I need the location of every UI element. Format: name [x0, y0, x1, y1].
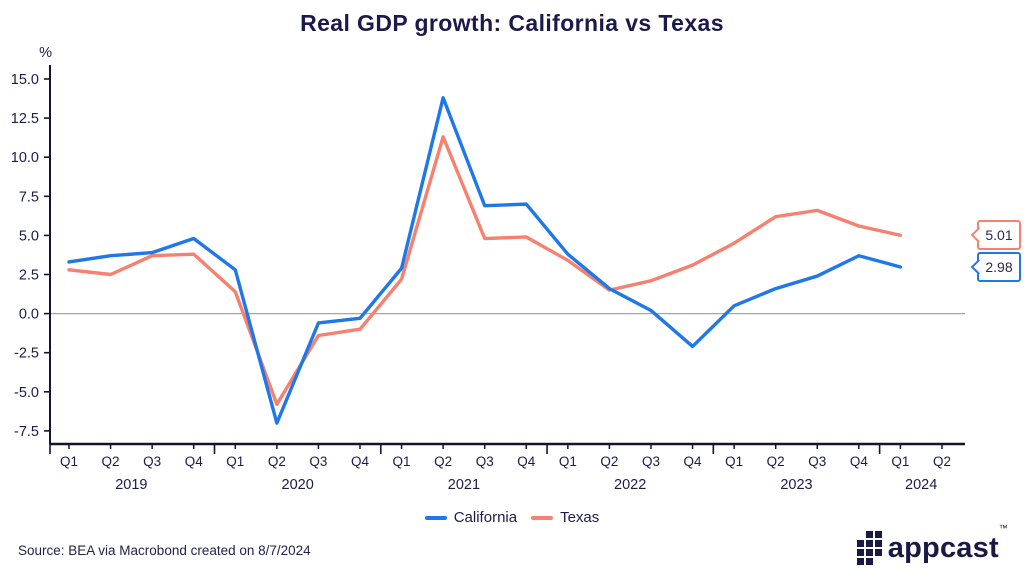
x-quarter-label: Q3 [642, 454, 660, 469]
california-line [67, 96, 903, 425]
x-quarter-label: Q2 [434, 454, 452, 469]
appcast-logo: appcast™ [856, 522, 1008, 565]
california-end-value-callout: 2.98 [970, 251, 1021, 282]
x-year-label: 2021 [448, 477, 480, 493]
x-year-label: 2020 [282, 477, 314, 493]
x-quarter-label: Q3 [476, 454, 494, 469]
x-quarter-label: Q1 [60, 454, 78, 469]
texas-line-swatch-icon [531, 515, 554, 520]
x-quarter-label: Q1 [725, 454, 743, 469]
x-quarter-label: Q1 [891, 454, 909, 469]
x-quarter-label: Q2 [767, 454, 785, 469]
x-quarter-label: Q4 [185, 454, 204, 469]
x-quarter-label: Q1 [393, 454, 411, 469]
x-year-label: 2022 [614, 477, 646, 493]
logo-grid-gap [857, 531, 864, 538]
x-quarter-label: Q4 [850, 454, 869, 469]
x-year-label: 2019 [115, 477, 147, 493]
logo-grid-square [874, 531, 882, 538]
x-quarter-label: Q4 [517, 454, 536, 469]
x-quarter-label: Q2 [102, 454, 120, 469]
source-note: Source: BEA via Macrobond created on 8/7… [18, 543, 311, 558]
y-tick-label: 5.0 [19, 228, 39, 244]
y-tick-label: 15.0 [11, 72, 39, 88]
x-quarter-label: Q1 [226, 454, 244, 469]
california-line-swatch-icon [424, 515, 447, 520]
legend-label-texas: Texas [560, 509, 600, 526]
y-tick-label: 2.5 [19, 268, 39, 284]
x-year-label: 2023 [780, 477, 812, 493]
texas-end-value: 5.01 [985, 227, 1013, 244]
logo-grid-square [856, 540, 864, 547]
logo-grid-square [865, 549, 873, 556]
legend-item-california: California [424, 509, 518, 526]
trademark-symbol: ™ [998, 522, 1008, 533]
logo-grid-gap [875, 558, 882, 565]
california-end-value: 2.98 [985, 258, 1013, 275]
y-tick-label: 7.5 [19, 189, 39, 205]
x-year-label: 2024 [905, 477, 937, 493]
x-quarter-label: Q3 [808, 454, 826, 469]
x-quarter-label: Q3 [143, 454, 161, 469]
x-quarter-label: Q3 [309, 454, 327, 469]
x-quarter-label: Q4 [684, 454, 703, 469]
texas-line [67, 135, 903, 407]
x-quarter-label: Q2 [268, 454, 286, 469]
y-tick-label: 0.0 [19, 307, 39, 323]
x-quarter-label: Q1 [559, 454, 577, 469]
y-tick-label: -5.0 [14, 385, 39, 401]
appcast-grid-icon [856, 531, 882, 565]
y-tick-label: -2.5 [14, 346, 39, 362]
logo-grid-square [856, 549, 864, 556]
legend-label-california: California [453, 509, 518, 526]
appcast-logo-text: appcast™ [887, 522, 1008, 564]
y-tick-label: 12.5 [11, 111, 39, 127]
legend: California Texas [0, 509, 1024, 526]
y-tick-label: -7.5 [14, 424, 39, 440]
logo-grid-square [865, 540, 873, 547]
x-quarter-label: Q2 [933, 454, 951, 469]
y-tick-label: 10.0 [11, 150, 39, 166]
logo-grid-square [874, 549, 882, 556]
legend-item-texas: Texas [531, 509, 599, 526]
logo-grid-square [865, 531, 873, 538]
x-quarter-label: Q4 [351, 454, 370, 469]
chart-title: Real GDP growth: California vs Texas [300, 10, 724, 36]
logo-grid-square [874, 540, 882, 547]
logo-grid-square [865, 558, 873, 565]
y-axis-unit-label: % [39, 45, 52, 61]
logo-grid-square [856, 558, 864, 565]
x-quarter-label: Q2 [600, 454, 618, 469]
texas-end-value-callout: 5.01 [970, 220, 1021, 251]
